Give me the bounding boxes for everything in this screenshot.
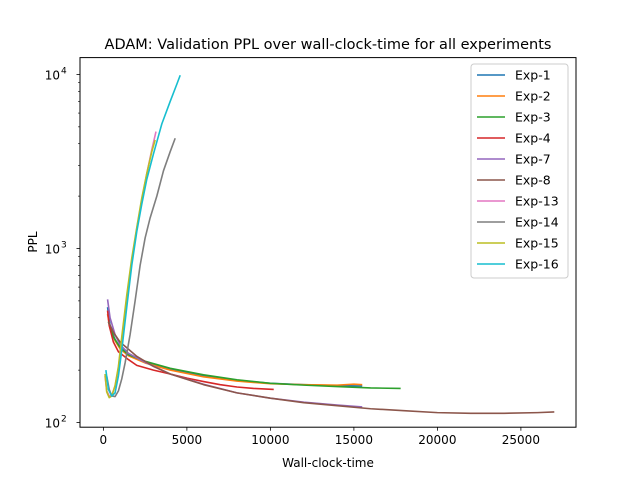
y-tick-exponent: 3: [61, 240, 67, 250]
y-tick-label: 10: [45, 68, 60, 82]
x-tick-label: 20000: [418, 433, 456, 447]
y-tick-exponent: 2: [61, 415, 67, 425]
legend-label: Exp-8: [515, 173, 551, 188]
series-line-exp-14: [105, 137, 176, 398]
x-tick-label: 0: [100, 433, 108, 447]
series-line-exp-4: [106, 310, 274, 391]
legend-items: Exp-1 Exp-2 Exp-3 Exp-4 Exp-7 Exp-8 Exp-13 Exp-…: [477, 68, 559, 272]
x-axis-ticks: 0 5000 10000 15000 20000 25000: [100, 427, 540, 447]
legend-label: Exp-16: [515, 257, 559, 272]
plot-lines: [104, 74, 555, 415]
y-tick-label: 10: [45, 417, 60, 431]
legend: Exp-1 Exp-2 Exp-3 Exp-4 Exp-7 Exp-8 Exp-13 Exp-…: [470, 63, 569, 279]
series-line-exp-1: [106, 307, 363, 387]
legend-label: Exp-1: [515, 68, 551, 83]
y-axis-label: PPL: [26, 231, 40, 252]
series-line-exp-7: [106, 299, 363, 408]
series-line-exp-16: [105, 74, 181, 397]
x-tick-label: 5000: [172, 433, 203, 447]
legend-label: Exp-3: [515, 110, 551, 125]
legend-label: Exp-15: [515, 236, 559, 251]
legend-label: Exp-2: [515, 89, 551, 104]
series-line-exp-8: [107, 321, 555, 415]
x-axis-label: Wall-clock-time: [282, 456, 374, 470]
x-tick-label: 15000: [335, 433, 373, 447]
series-line-exp-2: [106, 313, 363, 386]
legend-label: Exp-14: [515, 215, 559, 230]
y-tick-exponent: 4: [61, 66, 67, 76]
series-line-exp-3: [107, 321, 401, 390]
series-line-exp-15: [104, 139, 156, 399]
legend-label: Exp-4: [515, 131, 551, 146]
legend-label: Exp-7: [515, 152, 551, 167]
x-tick-label: 25000: [502, 433, 540, 447]
legend-label: Exp-13: [515, 194, 559, 209]
chart-title: ADAM: Validation PPL over wall-clock-tim…: [105, 37, 552, 53]
x-tick-label: 10000: [251, 433, 289, 447]
y-tick-label: 10: [45, 242, 60, 256]
axes-frame: [79, 57, 577, 428]
